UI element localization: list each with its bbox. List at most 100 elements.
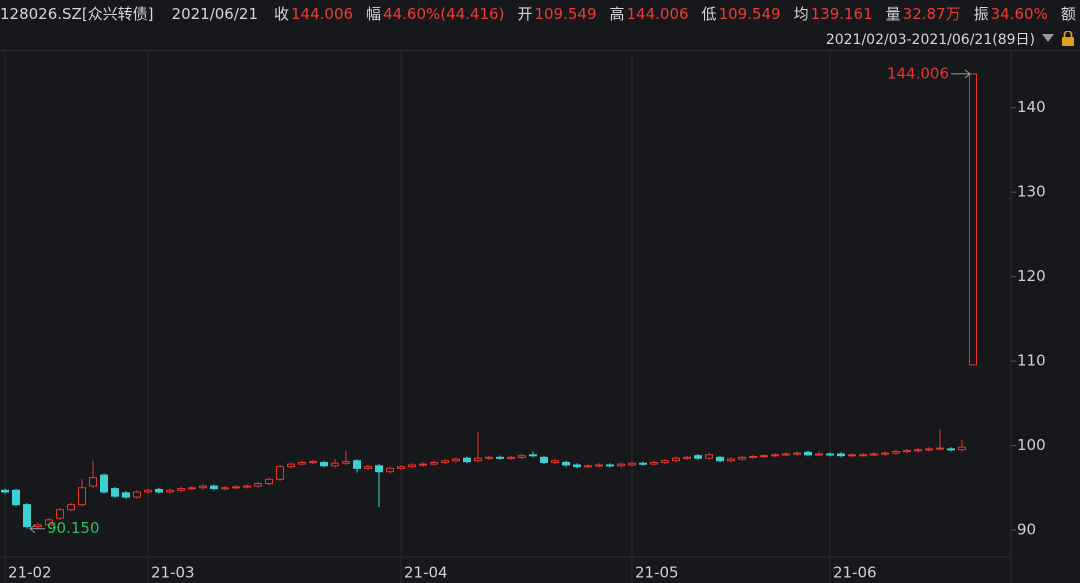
x-tick-label: 21-04 [404,564,448,582]
y-tick-label: 130 [1017,183,1046,201]
candle-body [705,454,713,459]
candle-body [463,457,471,463]
field-label: 幅 [366,5,382,23]
candle-body [210,485,218,490]
candle-body [375,465,383,473]
candle-body [320,461,328,467]
candle-body [45,519,53,526]
candle-body [683,456,691,459]
candle-body [430,461,438,465]
field-value: 44.60%(44.416) [383,4,505,23]
candle-body [826,453,834,456]
field-value: 34.60% [990,4,1048,23]
x-tick-label: 21-06 [833,564,877,582]
candle-body [386,467,394,473]
dropdown-arrow[interactable] [1042,34,1054,42]
candle-body [243,485,251,488]
candle-body [56,509,64,519]
field-label: 均 [793,5,809,23]
candle-body [782,453,790,456]
candle-body [815,453,823,456]
candle-body [78,487,86,506]
candle-body [276,466,284,480]
candle-body [309,461,317,464]
candle-body [947,448,955,451]
candle-body [650,461,658,465]
candle-body [265,478,273,485]
candle-body [859,454,867,457]
candle-body [221,487,229,490]
candle-body [551,460,559,463]
x-tick-label: 21-02 [8,564,52,582]
quote-header: 128026.SZ[众兴转债] 2021/06/21 收 144.006 幅 44.60%… [0,0,1080,27]
range-controls[interactable] [1041,31,1077,47]
candle-body [958,446,966,451]
y-tick-label: 140 [1017,98,1046,116]
candle-body [232,486,240,489]
field-label: 高 [609,5,625,23]
candle-body [364,466,372,469]
candle-body [122,492,130,498]
candle-body [496,456,504,459]
candle-body [12,489,20,506]
candle-body [89,477,97,487]
candle-body [793,452,801,455]
field-label: 量 [885,5,901,23]
candle-body [111,488,119,497]
candle-body [518,455,526,458]
candle-body [23,504,31,528]
field-value: 32.87万 [902,5,961,23]
candle-body [529,454,537,457]
max-arrow-head [964,69,971,79]
candle-body [672,457,680,462]
candle-body [749,456,757,459]
candle-body [397,466,405,469]
candle-body [287,463,295,468]
candle-body [606,464,614,467]
min-label: 90.150 [47,519,100,537]
field-label: 振 [973,5,989,23]
x-tick-label: 21-05 [635,564,679,582]
candle-body [155,488,163,493]
date-range[interactable]: 2021/02/03-2021/06/21(89日) [825,32,1035,48]
candle-body [573,464,581,468]
candle-body [298,461,306,465]
field-value: 144.006 [626,4,689,23]
candle-body [936,447,944,450]
y-tick-label: 120 [1017,267,1046,285]
field-value: 139.161 [810,4,873,23]
candle-body [34,524,42,528]
candle-body [441,460,449,463]
candle-body [419,463,427,466]
candle-body [342,461,350,464]
candle-body [452,458,460,462]
candle-body [804,451,812,456]
candle-body [188,487,196,490]
candle-body [617,463,625,467]
candle-body [771,454,779,457]
candle-body [408,464,416,468]
candle-body [925,448,933,451]
y-tick-label: 100 [1017,436,1046,454]
y-tick-label: 90 [1017,520,1036,538]
candle-body [837,453,845,457]
candle-body [639,462,647,465]
candle-body [628,462,636,466]
candle-body [848,454,856,457]
candle-body [331,462,339,467]
quote-date: 2021/06/21 [171,4,258,23]
candle-body [969,73,977,366]
candle-body [716,456,724,462]
field-label: 额 [1060,5,1076,23]
candle-body [199,485,207,489]
candle-body [177,488,185,491]
candle-body [166,489,174,493]
candle-body [133,491,141,498]
lock-icon[interactable] [1062,37,1074,46]
candle-body [254,483,262,487]
candle-body [914,449,922,452]
candle-body [727,458,735,462]
field-value: 109.549 [534,4,597,23]
